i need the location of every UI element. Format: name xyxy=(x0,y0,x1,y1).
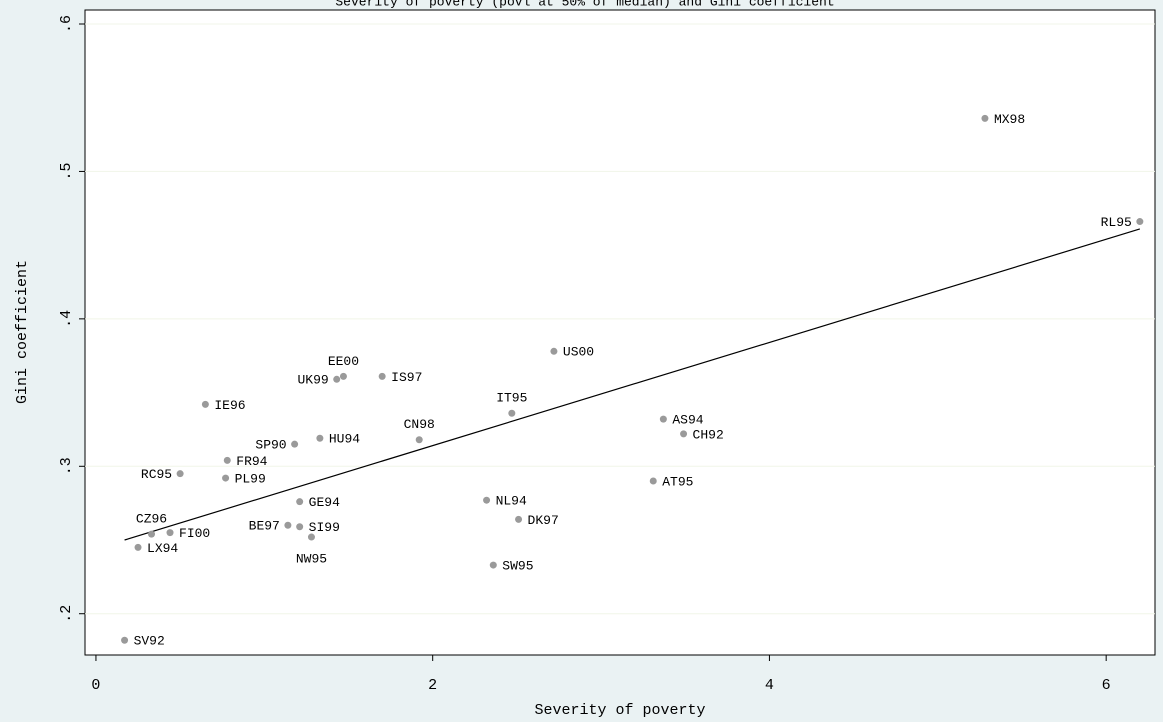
point-label: CN98 xyxy=(404,417,435,432)
y-tick-label: .2 xyxy=(58,605,75,623)
point-label: CH92 xyxy=(693,427,724,442)
fit-line xyxy=(124,228,1141,541)
point xyxy=(981,114,989,122)
point xyxy=(166,529,174,537)
point xyxy=(483,496,491,504)
point xyxy=(121,636,129,644)
point xyxy=(515,515,523,523)
point xyxy=(296,523,304,531)
x-tick-label: 2 xyxy=(428,677,437,694)
point-label: AS94 xyxy=(672,413,703,428)
point-label: FI00 xyxy=(179,526,210,541)
point-label: CZ96 xyxy=(136,512,167,527)
point xyxy=(316,434,324,442)
y-tick-label: .5 xyxy=(58,162,75,180)
point xyxy=(176,470,184,478)
point-label: GE94 xyxy=(309,495,340,510)
x-tick-label: 0 xyxy=(91,677,100,694)
point xyxy=(649,477,657,485)
point-label: IT95 xyxy=(496,391,527,406)
point xyxy=(148,530,156,538)
point-label: SI99 xyxy=(309,520,340,535)
point xyxy=(291,440,299,448)
point xyxy=(333,375,341,383)
point-label: IE96 xyxy=(214,398,245,413)
point xyxy=(296,498,304,506)
x-tick-label: 6 xyxy=(1102,677,1111,694)
point-label: MX98 xyxy=(994,112,1025,127)
point-label: RC95 xyxy=(141,467,172,482)
point xyxy=(201,400,209,408)
point xyxy=(284,521,292,529)
y-tick-label: .3 xyxy=(58,457,75,475)
point xyxy=(1136,218,1144,226)
point xyxy=(550,347,558,355)
point xyxy=(222,474,230,482)
point-label: EE00 xyxy=(328,354,359,369)
x-tick-label: 4 xyxy=(765,677,774,694)
point xyxy=(415,436,423,444)
point-label: IS97 xyxy=(391,370,422,385)
plot-area xyxy=(84,9,1156,656)
point-label: NW95 xyxy=(296,551,327,566)
y-axis-label: Gini coefficient xyxy=(14,260,31,404)
point-label: FR94 xyxy=(236,454,267,469)
point-label: SW95 xyxy=(502,559,533,574)
point xyxy=(339,372,347,380)
chart-title: Severity of poverty (povl at 50% of medi… xyxy=(335,0,834,9)
point-label: LX94 xyxy=(147,541,178,556)
x-axis-label: Severity of poverty xyxy=(534,702,705,719)
point-label: US00 xyxy=(563,345,594,360)
point xyxy=(659,415,667,423)
y-tick-label: .6 xyxy=(58,15,75,33)
point-label: HU94 xyxy=(329,432,360,447)
point xyxy=(134,543,142,551)
point-label: BE97 xyxy=(249,519,280,534)
point xyxy=(307,533,315,541)
point-label: SV92 xyxy=(134,634,165,649)
point xyxy=(223,456,231,464)
point xyxy=(378,372,386,380)
point-label: PL99 xyxy=(235,472,266,487)
point-label: SP90 xyxy=(255,438,286,453)
point-label: NL94 xyxy=(496,494,527,509)
point-label: AT95 xyxy=(662,474,693,489)
point xyxy=(508,409,516,417)
point xyxy=(489,561,497,569)
point-label: UK99 xyxy=(297,373,328,388)
point xyxy=(680,430,688,438)
point-label: RL95 xyxy=(1101,215,1132,230)
point-label: DK97 xyxy=(528,513,559,528)
y-tick-label: .4 xyxy=(58,310,75,328)
